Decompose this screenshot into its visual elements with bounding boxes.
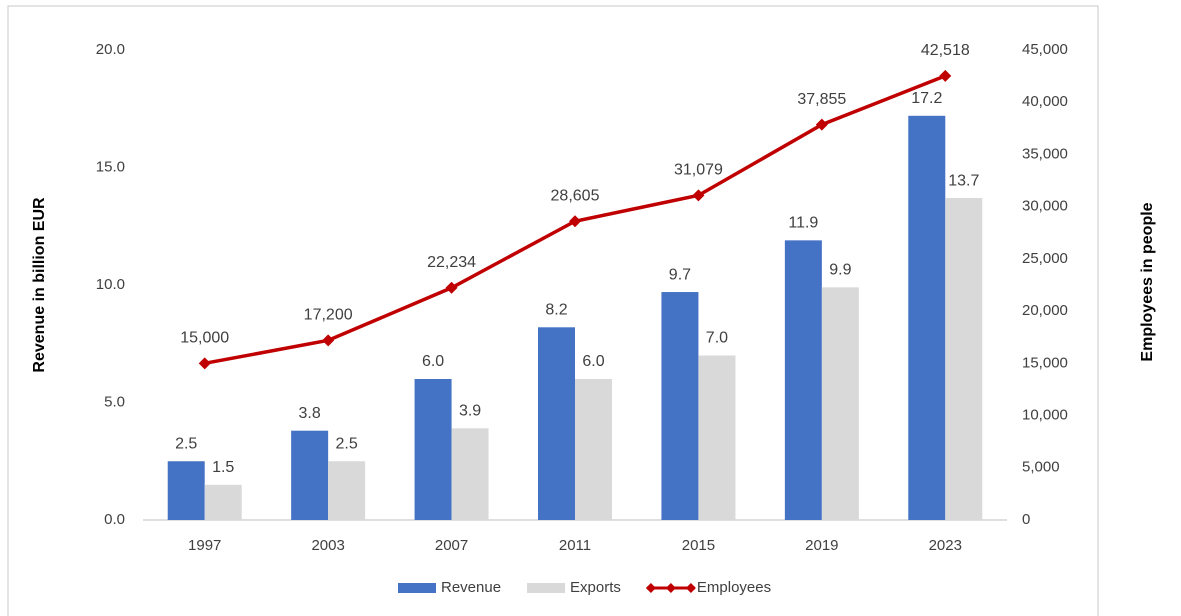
y-tick-label: 10.0 — [96, 276, 125, 293]
legend-label: Exports — [570, 579, 621, 596]
y2-tick-label: 20,000 — [1022, 302, 1068, 319]
y2-tick-label: 30,000 — [1022, 198, 1068, 215]
bar — [661, 292, 699, 520]
x-tick-label: 1997 — [188, 537, 221, 554]
legend-label: Employees — [697, 579, 771, 596]
bar — [945, 198, 983, 521]
data-label: 2.5 — [336, 435, 358, 452]
marker — [815, 118, 828, 131]
bar — [538, 327, 575, 520]
data-label: 8.2 — [545, 302, 567, 319]
data-label: 17,200 — [304, 307, 353, 324]
x-tick-label: 2015 — [682, 537, 715, 554]
bar — [821, 287, 859, 520]
data-label: 3.8 — [299, 405, 321, 422]
legend-marker — [665, 583, 676, 593]
x-tick-label: 2003 — [311, 537, 344, 554]
bar — [575, 379, 612, 520]
data-label: 42,518 — [921, 42, 970, 59]
frame — [7, 5, 1099, 616]
y-tick-label: 5.0 — [104, 393, 125, 410]
data-label: 7.0 — [706, 330, 728, 347]
y-tick-label: 0.0 — [104, 511, 125, 528]
y2-axis-title: Employees in people — [1139, 202, 1156, 361]
data-label: 28,605 — [551, 187, 600, 204]
bar — [204, 484, 242, 520]
x-tick-label: 2019 — [805, 537, 838, 554]
marker — [939, 69, 952, 82]
data-label: 9.7 — [669, 266, 691, 283]
y-tick-label: 20.0 — [96, 41, 125, 58]
data-label: 3.9 — [459, 403, 481, 420]
y-tick-label: 15.0 — [96, 158, 125, 175]
y2-tick-label: 25,000 — [1022, 250, 1068, 267]
data-label: 11.9 — [788, 215, 818, 232]
data-label: 13.7 — [948, 172, 979, 189]
data-label: 22,234 — [427, 254, 476, 271]
bar — [908, 115, 946, 521]
y2-tick-label: 40,000 — [1022, 93, 1068, 110]
y2-tick-label: 10,000 — [1022, 407, 1068, 424]
bar — [328, 461, 366, 520]
y2-tick-label: 0 — [1022, 511, 1030, 528]
legend-marker — [645, 583, 656, 593]
data-label: 6.0 — [422, 353, 444, 370]
bar — [451, 428, 489, 520]
data-label: 31,079 — [674, 162, 723, 179]
y2-tick-label: 15,000 — [1022, 354, 1068, 371]
legend-swatch — [527, 583, 566, 593]
data-label: 1.5 — [212, 459, 234, 476]
data-label: 6.0 — [582, 353, 604, 370]
marker — [198, 357, 211, 370]
marker — [692, 189, 705, 202]
bar — [291, 430, 329, 520]
x-tick-label: 2011 — [559, 537, 591, 554]
data-label: 37,855 — [797, 91, 846, 108]
marker — [322, 334, 335, 347]
y2-tick-label: 35,000 — [1022, 145, 1068, 162]
y2-tick-label: 45,000 — [1022, 41, 1068, 58]
bar — [167, 461, 205, 520]
legend-label: Revenue — [441, 579, 501, 596]
data-label: 2.5 — [175, 435, 197, 452]
marker — [445, 281, 458, 294]
y2-tick-label: 5,000 — [1022, 459, 1060, 476]
x-tick-label: 2023 — [929, 537, 962, 554]
x-tick-label: 2007 — [435, 537, 468, 554]
bar — [698, 355, 736, 520]
bar — [414, 379, 452, 520]
data-label: 9.9 — [829, 262, 851, 279]
y-axis-title: Revenue in billion EUR — [31, 197, 48, 373]
data-label: 17.2 — [911, 90, 942, 107]
legend-swatch — [398, 583, 436, 593]
bar — [784, 240, 822, 520]
data-label: 15,000 — [180, 330, 229, 347]
legend-marker — [685, 583, 696, 593]
marker — [569, 215, 581, 228]
